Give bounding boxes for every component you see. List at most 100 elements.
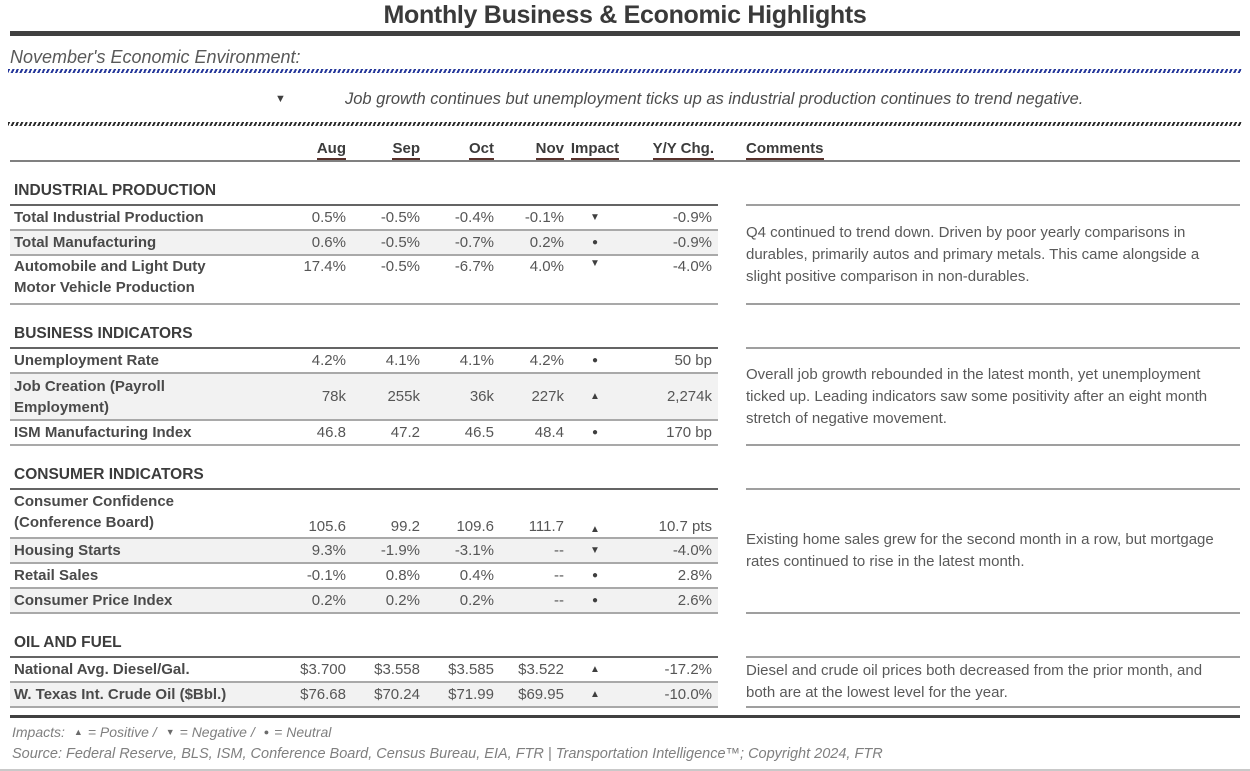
down-triangle-icon: ▼ xyxy=(275,93,286,105)
value-oct: -6.7% xyxy=(420,255,494,305)
value-yoy: -17.2% xyxy=(626,657,718,683)
impact-icon: ● xyxy=(564,588,626,614)
section-comment: Existing home sales grew for the second … xyxy=(746,488,1240,614)
value-yoy: -0.9% xyxy=(626,205,718,231)
headline-text: Job growth continues but unemployment ti… xyxy=(345,89,1084,108)
value-yoy: 2.8% xyxy=(626,563,718,589)
value-yoy: 170 bp xyxy=(626,420,718,446)
row-label: ISM Manufacturing Index xyxy=(10,420,280,446)
impact-icon: ▲ xyxy=(564,489,626,539)
section-header-oil-and-fuel: OIL AND FUEL xyxy=(10,622,1240,658)
row-label: Unemployment Rate xyxy=(10,348,280,374)
table-row: Job Creation (Payroll Employment) 78k 25… xyxy=(10,373,1240,421)
value-nov: -- xyxy=(494,538,564,564)
source-line: Source: Federal Reserve, BLS, ISM, Confe… xyxy=(12,746,883,762)
table-row: Housing Starts 9.3% -1.9% -3.1% -- ▼ -4.… xyxy=(10,538,1240,564)
value-aug: $3.700 xyxy=(280,657,346,683)
value-nov: 227k xyxy=(494,373,564,421)
column-header-blank xyxy=(10,133,280,162)
section-header-industrial-production: INDUSTRIAL PRODUCTION xyxy=(10,170,1240,206)
row-label: Housing Starts xyxy=(10,538,280,564)
headline: ▼ Job growth continues but unemployment … xyxy=(275,89,1240,109)
value-aug: 4.2% xyxy=(280,348,346,374)
value-aug: $76.68 xyxy=(280,682,346,708)
value-aug: 0.2% xyxy=(280,588,346,614)
down-triangle-icon: ▼ xyxy=(165,727,175,737)
value-aug: 17.4% xyxy=(280,255,346,305)
neutral-legend-text: = Neutral xyxy=(274,724,332,740)
table-row: Automobile and Light Duty Motor Vehicle … xyxy=(10,255,1240,305)
value-aug: -0.1% xyxy=(280,563,346,589)
value-nov: -0.1% xyxy=(494,205,564,231)
value-oct: 36k xyxy=(420,373,494,421)
value-sep: 0.8% xyxy=(346,563,420,589)
row-label: Consumer Confidence (Conference Board) xyxy=(10,489,280,539)
subtitle: November's Economic Environment: xyxy=(10,47,301,67)
impact-icon: ● xyxy=(564,348,626,374)
value-nov: 48.4 xyxy=(494,420,564,446)
impact-icon: ● xyxy=(564,563,626,589)
impact-icon: ▼ xyxy=(564,205,626,231)
value-oct: $3.585 xyxy=(420,657,494,683)
value-sep: 4.1% xyxy=(346,348,420,374)
column-header-yoy: Y/Y Chg. xyxy=(626,133,718,162)
column-header-sep: Sep xyxy=(346,133,420,162)
value-oct: -0.4% xyxy=(420,205,494,231)
value-sep: -0.5% xyxy=(346,230,420,256)
table-row: ISM Manufacturing Index 46.8 47.2 46.5 4… xyxy=(10,420,1240,446)
spacer-row xyxy=(10,304,1240,313)
row-label: W. Texas Int. Crude Oil ($Bbl.) xyxy=(10,682,280,708)
positive-legend-text: = Positive / xyxy=(87,724,157,740)
value-sep: $3.558 xyxy=(346,657,420,683)
row-label: Total Industrial Production xyxy=(10,205,280,231)
value-sep: 0.2% xyxy=(346,588,420,614)
row-label: Total Manufacturing xyxy=(10,230,280,256)
value-nov: -- xyxy=(494,588,564,614)
value-nov: 4.2% xyxy=(494,348,564,374)
value-yoy: -0.9% xyxy=(626,230,718,256)
column-header-aug: Aug xyxy=(280,133,346,162)
section-header-business-indicators: BUSINESS INDICATORS xyxy=(10,313,1240,349)
row-label: Automobile and Light Duty Motor Vehicle … xyxy=(10,255,280,305)
value-oct: 4.1% xyxy=(420,348,494,374)
value-yoy: -4.0% xyxy=(626,538,718,564)
table-row: Consumer Price Index 0.2% 0.2% 0.2% -- ●… xyxy=(10,588,1240,614)
impact-icon: ▲ xyxy=(564,682,626,708)
impact-icon: ▼ xyxy=(564,255,626,305)
section-comment: Diesel and crude oil prices both decreas… xyxy=(746,656,1240,708)
value-nov: 0.2% xyxy=(494,230,564,256)
spacer-row xyxy=(10,161,1240,170)
row-label: Job Creation (Payroll Employment) xyxy=(10,373,280,421)
negative-legend-text: = Negative / xyxy=(179,724,255,740)
column-header-comments: Comments xyxy=(746,133,1240,162)
dark-hatched-divider xyxy=(8,122,1242,126)
table-row: Retail Sales -0.1% 0.8% 0.4% -- ● 2.8% xyxy=(10,563,1240,589)
value-yoy: 50 bp xyxy=(626,348,718,374)
page-title: Monthly Business & Economic Highlights xyxy=(383,1,867,29)
value-aug: 0.5% xyxy=(280,205,346,231)
row-label: Retail Sales xyxy=(10,563,280,589)
value-yoy: -10.0% xyxy=(626,682,718,708)
column-header-nov: Nov xyxy=(494,133,564,162)
up-triangle-icon: ▲ xyxy=(73,727,83,737)
value-nov: 4.0% xyxy=(494,255,564,305)
impact-icon: ● xyxy=(564,420,626,446)
value-aug: 78k xyxy=(280,373,346,421)
section-comment: Overall job growth rebounded in the late… xyxy=(746,347,1240,446)
value-oct: -0.7% xyxy=(420,230,494,256)
value-aug: 105.6 xyxy=(280,489,346,539)
row-label: Consumer Price Index xyxy=(10,588,280,614)
value-sep: -0.5% xyxy=(346,255,420,305)
value-sep: 47.2 xyxy=(346,420,420,446)
value-oct: 0.4% xyxy=(420,563,494,589)
economic-indicators-table: Aug Sep Oct Nov Impact Y/Y Chg. Comments… xyxy=(10,133,1240,708)
impact-icon: ● xyxy=(564,230,626,256)
value-aug: 46.8 xyxy=(280,420,346,446)
value-nov: -- xyxy=(494,563,564,589)
spacer-row xyxy=(10,445,1240,454)
footer-divider xyxy=(10,715,1240,718)
column-header-impact: Impact xyxy=(564,133,626,162)
impact-icon: ▲ xyxy=(564,373,626,421)
title-divider xyxy=(10,31,1240,36)
